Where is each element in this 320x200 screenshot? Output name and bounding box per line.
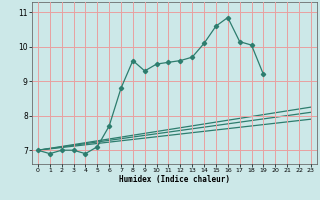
X-axis label: Humidex (Indice chaleur): Humidex (Indice chaleur): [119, 175, 230, 184]
